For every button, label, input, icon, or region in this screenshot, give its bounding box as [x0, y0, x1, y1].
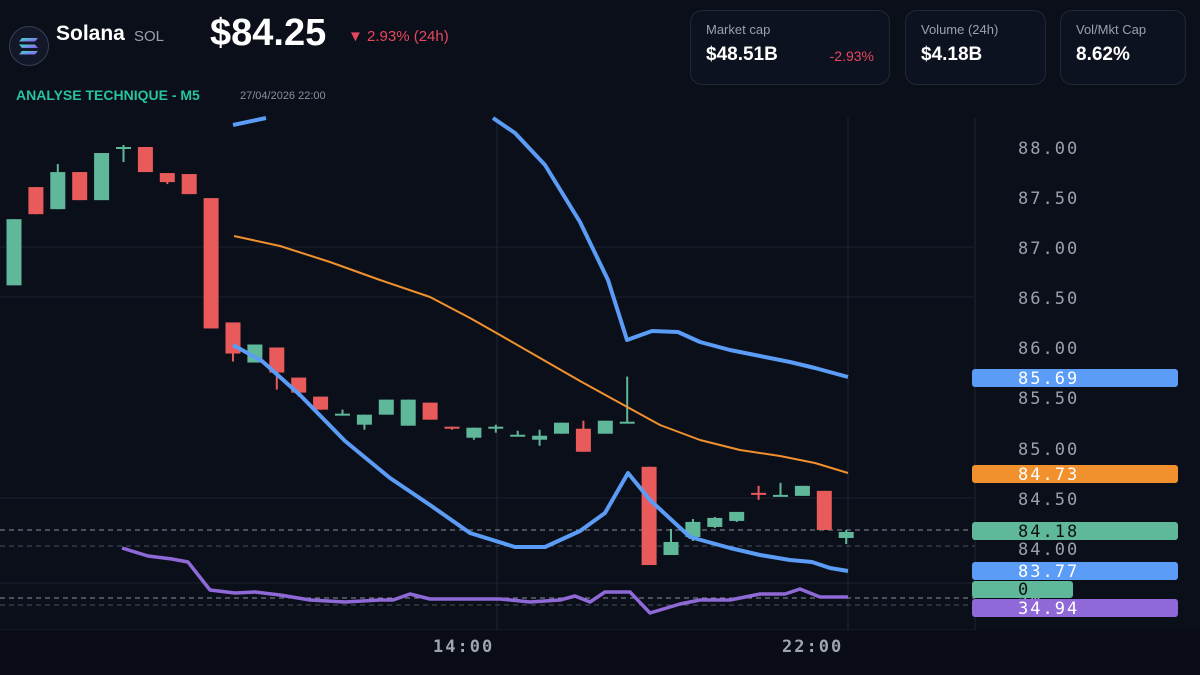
candle [641, 466, 657, 566]
candle [203, 198, 219, 329]
grid-lines [0, 118, 976, 631]
candle [466, 427, 482, 440]
candle [6, 219, 22, 286]
candle [816, 490, 832, 530]
y-tick: 86.50 [1018, 289, 1079, 309]
svg-text:84.18: 84.18 [1018, 522, 1079, 542]
candle [94, 153, 110, 201]
current-price: $84.25 [210, 12, 327, 54]
stat-card-volume: Volume (24h) $4.18B [905, 10, 1046, 85]
stat-change: -2.93% [829, 48, 874, 64]
stat-value: 8.62% [1076, 44, 1130, 65]
candle [838, 529, 854, 544]
candle [794, 485, 810, 496]
svg-text:34.94: 34.94 [1018, 599, 1079, 619]
candle [532, 429, 548, 446]
tag-bollinger-upper [972, 369, 1178, 387]
stat-label: Volume (24h) [921, 22, 999, 37]
tag-last-price [972, 522, 1178, 540]
solana-logo-icon [9, 26, 49, 66]
candle [554, 422, 569, 434]
candle [773, 482, 788, 497]
price-chart[interactable]: 88.00 87.50 87.00 86.50 86.00 85.50 85.0… [0, 110, 1200, 675]
candle [378, 399, 394, 415]
bollinger-upper-line [232, 116, 849, 379]
stat-value: $4.18B [921, 44, 983, 65]
y-tick: 87.50 [1018, 189, 1079, 209]
y-tick: 86.00 [1018, 339, 1079, 359]
candle [400, 399, 416, 426]
analysis-title: ANALYSE TECHNIQUE - M5 [16, 87, 200, 103]
candle [444, 426, 460, 430]
y-tick: 84.00 [1018, 540, 1079, 560]
candle [597, 420, 613, 434]
tag-moving-average [972, 465, 1178, 483]
candle [313, 396, 329, 410]
svg-text:84.73: 84.73 [1018, 465, 1079, 485]
candle [356, 414, 372, 430]
candle [575, 420, 591, 452]
candle [72, 172, 88, 201]
x-tick: 14:00 [433, 637, 494, 657]
stat-card-vol-mkt-cap: Vol/Mkt Cap 8.62% [1060, 10, 1186, 85]
price-change-24h: ▼ 2.93% (24h) [348, 28, 449, 45]
candle [422, 402, 438, 420]
time-axis: 14:00 22:00 [433, 637, 843, 657]
candle [225, 322, 241, 362]
stat-label: Market cap [706, 22, 771, 37]
tag-volume [972, 581, 1073, 598]
candle [619, 376, 635, 424]
analysis-datetime: 27/04/2026 22:00 [240, 90, 326, 102]
candle [751, 485, 767, 500]
bollinger-lower-line [232, 343, 849, 573]
candle [488, 424, 504, 433]
tag-rsi [972, 599, 1178, 617]
stat-value: $48.51B [706, 44, 778, 65]
candle [159, 173, 175, 185]
tag-bollinger-lower [972, 562, 1178, 580]
y-tick: 85.50 [1018, 389, 1079, 409]
candle [335, 409, 350, 416]
candle [729, 511, 745, 522]
rsi-line [121, 546, 848, 615]
candle [28, 187, 44, 215]
coin-name: Solana [56, 22, 125, 45]
stat-label: Vol/Mkt Cap [1076, 22, 1147, 37]
candle [50, 164, 66, 210]
candle [269, 347, 285, 390]
y-tick: 85.00 [1018, 440, 1079, 460]
svg-text:83.77: 83.77 [1018, 562, 1079, 582]
price-tags: 85.69 84.73 84.18 83.77 0 34.94 [972, 369, 1178, 619]
stat-card-market-cap: Market cap $48.51B -2.93% [690, 10, 890, 85]
svg-text:0: 0 [1018, 580, 1030, 600]
candle [510, 430, 526, 437]
moving-average-line [233, 235, 849, 474]
y-tick: 88.00 [1018, 139, 1079, 159]
svg-text:85.69: 85.69 [1018, 369, 1079, 389]
candlesticks [6, 144, 854, 566]
candle [663, 528, 679, 556]
candle [116, 144, 131, 163]
candle [707, 516, 723, 528]
price-axis: 88.00 87.50 87.00 86.50 86.00 85.50 85.0… [1018, 139, 1079, 610]
candle [181, 174, 197, 195]
y-tick: 84.50 [1018, 490, 1079, 510]
coin-symbol: SOL [134, 28, 165, 45]
candle [137, 147, 153, 173]
x-tick: 22:00 [782, 637, 843, 657]
y-tick: 87.00 [1018, 239, 1079, 259]
